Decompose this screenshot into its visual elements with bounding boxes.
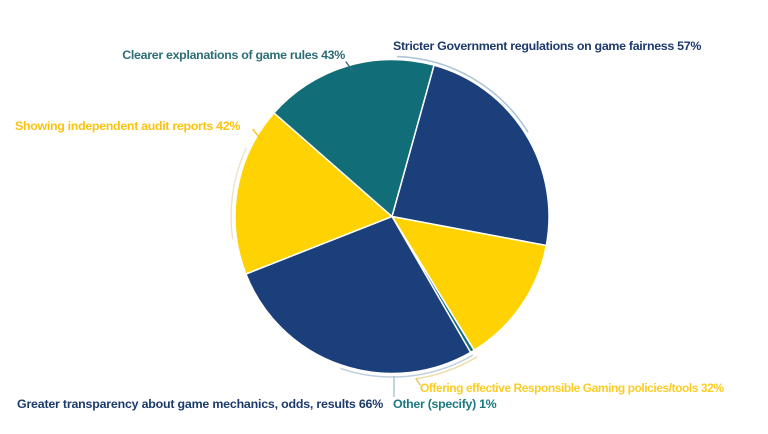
leader-arc-showing	[230, 147, 247, 240]
leader-tick-clearer	[345, 61, 355, 73]
slice-label-greater-transparency-mechanics: Greater transparency about game mechanic…	[17, 397, 384, 411]
pie-slice-stricter-government-regulations[interactable]	[391, 64, 550, 247]
pie-slice-greater-transparency-mechanics[interactable]	[245, 215, 472, 375]
leader-arc-stricter	[396, 55, 529, 133]
slice-label-offering-responsible-gaming-tools: Offering effective Responsible Gaming po…	[420, 381, 724, 395]
leader-arc-bottom	[340, 354, 474, 378]
leader-tick-showing	[252, 128, 263, 141]
slice-label-stricter-government-regulations: Stricter Government regulations on game …	[393, 39, 702, 53]
slice-label-clearer-explanations-game-rules: Clearer explanations of game rules 43%	[122, 48, 345, 62]
pie-slice-clearer-explanations-game-rules[interactable]	[273, 58, 435, 218]
pie-slices	[234, 58, 550, 375]
pie-slice-offering-responsible-gaming-tools[interactable]	[391, 215, 548, 352]
slice-label-other-specify: Other (specify) 1%	[393, 397, 497, 411]
slice-label-showing-independent-audit-reports: Showing independent audit reports 42%	[15, 119, 241, 133]
pie-slice-showing-independent-audit-reports[interactable]	[234, 112, 393, 275]
leader-elbow-offering	[415, 377, 421, 386]
leader-arc-offering	[415, 356, 478, 380]
